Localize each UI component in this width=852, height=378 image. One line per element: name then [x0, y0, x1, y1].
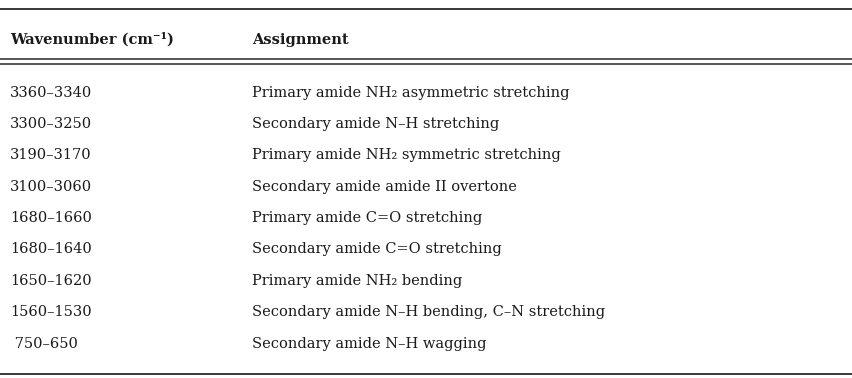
Text: 750–650: 750–650 [10, 336, 78, 351]
Text: Secondary amide N–H bending, C–N stretching: Secondary amide N–H bending, C–N stretch… [251, 305, 604, 319]
Text: Secondary amide C=O stretching: Secondary amide C=O stretching [251, 242, 501, 257]
Text: 1560–1530: 1560–1530 [10, 305, 92, 319]
Text: Primary amide NH₂ asymmetric stretching: Primary amide NH₂ asymmetric stretching [251, 85, 568, 100]
Text: 3360–3340: 3360–3340 [10, 85, 92, 100]
Text: 1680–1640: 1680–1640 [10, 242, 92, 257]
Text: 3100–3060: 3100–3060 [10, 180, 92, 194]
Text: Primary amide NH₂ symmetric stretching: Primary amide NH₂ symmetric stretching [251, 148, 560, 163]
Text: Secondary amide amide II overtone: Secondary amide amide II overtone [251, 180, 516, 194]
Text: Secondary amide N–H wagging: Secondary amide N–H wagging [251, 336, 486, 351]
Text: Primary amide C=O stretching: Primary amide C=O stretching [251, 211, 481, 225]
Text: Wavenumber (cm⁻¹): Wavenumber (cm⁻¹) [10, 33, 174, 47]
Text: Secondary amide N–H stretching: Secondary amide N–H stretching [251, 117, 498, 131]
Text: Primary amide NH₂ bending: Primary amide NH₂ bending [251, 274, 461, 288]
Text: 3300–3250: 3300–3250 [10, 117, 92, 131]
Text: 3190–3170: 3190–3170 [10, 148, 92, 163]
Text: Assignment: Assignment [251, 33, 348, 47]
Text: 1650–1620: 1650–1620 [10, 274, 92, 288]
Text: 1680–1660: 1680–1660 [10, 211, 92, 225]
